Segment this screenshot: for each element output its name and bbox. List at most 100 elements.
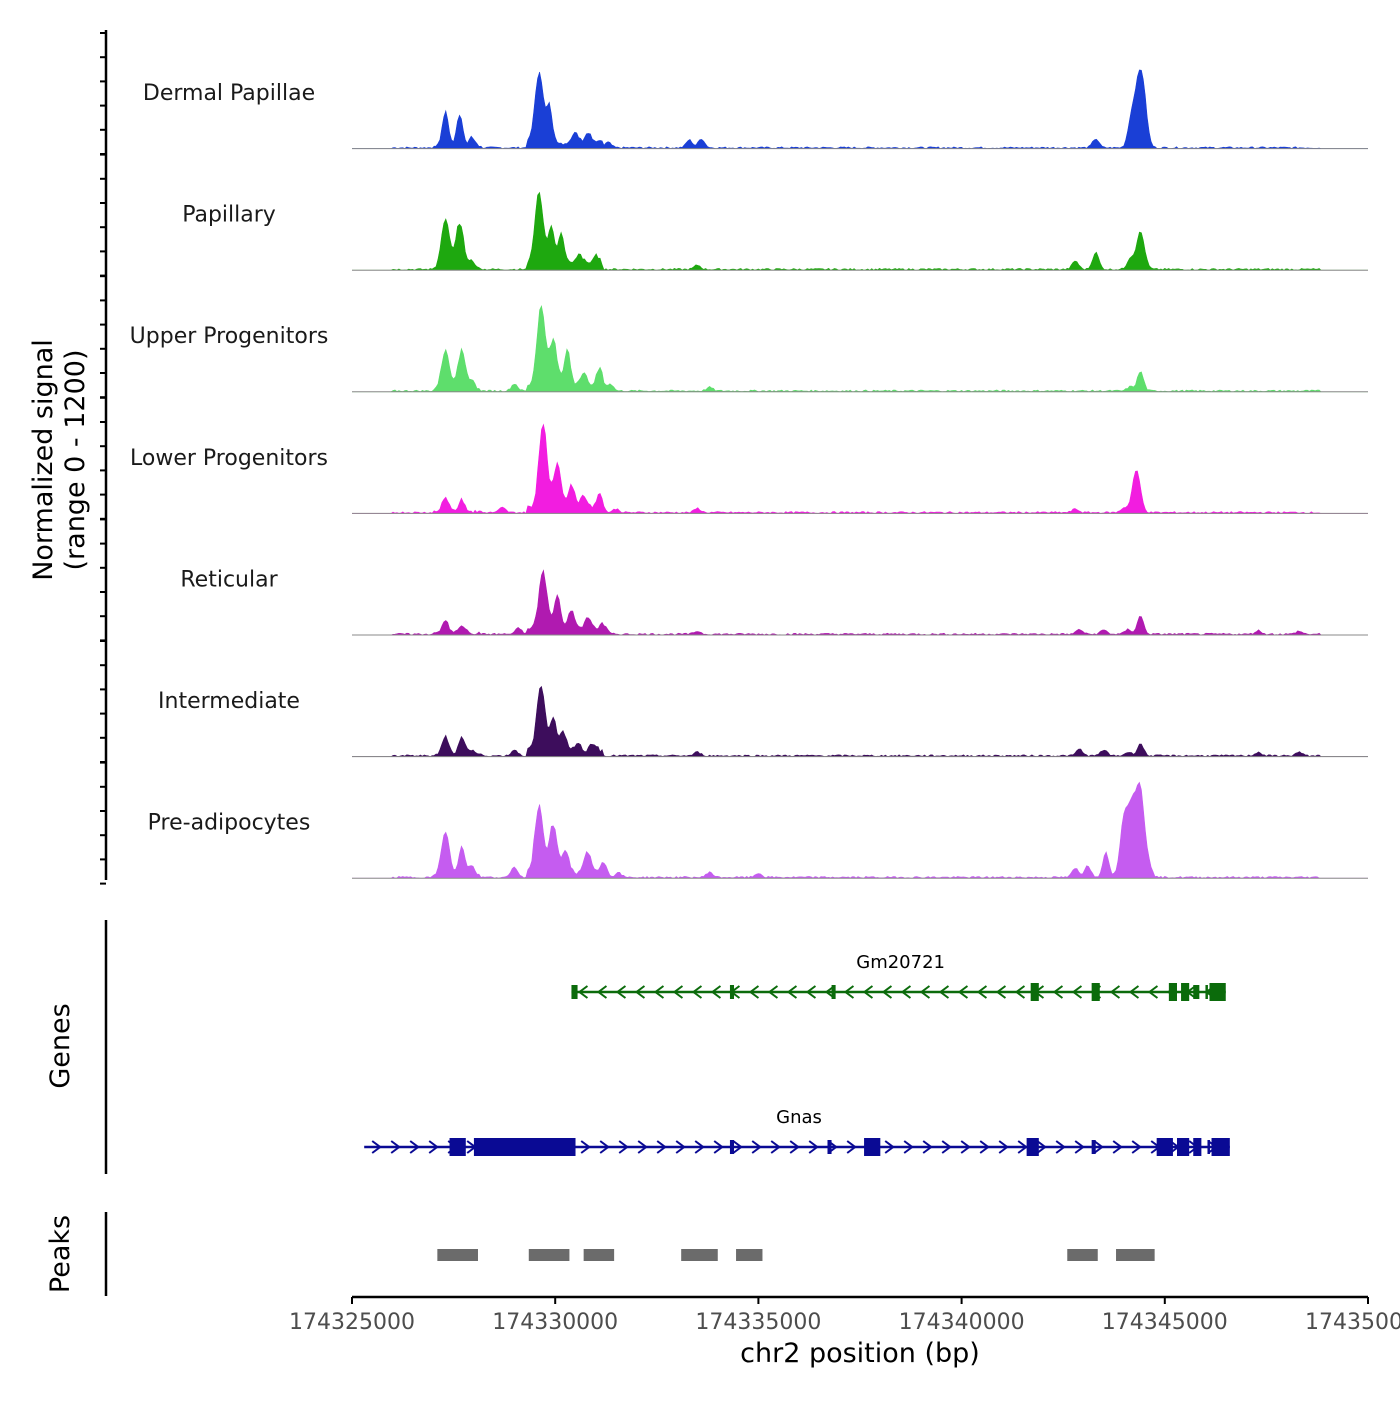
strand-arrow [1128,985,1140,999]
strand-arrow [1052,985,1064,999]
track-label: Upper Progenitors [130,324,329,349]
x-tick-label: 174350000 [1305,1310,1400,1335]
track-label: Pre-adipocytes [148,811,311,836]
gene-exon [1026,1138,1039,1156]
peak-region [681,1249,718,1261]
peaks-track-label: Peaks [45,1215,76,1293]
strand-arrow [843,985,855,999]
track-lower-progenitors: Lower Progenitors [130,423,1368,514]
gene-exon [1207,1140,1210,1154]
peak-region [437,1249,478,1261]
strand-arrow [653,985,665,999]
gene-exon [864,1138,881,1156]
strand-arrow [713,1140,724,1154]
strand-arrow [941,1140,952,1154]
strand-arrow [580,1140,591,1154]
strand-arrow [805,985,817,999]
gene-gm20721: Gm20721 [571,952,1226,1001]
gene-exon [1156,1138,1173,1156]
gene-exon [1205,985,1208,999]
strand-arrow [922,1140,933,1154]
gene-exon [831,985,836,999]
strand-arrow [390,1140,401,1154]
peak-region [528,1249,570,1261]
peaks-track [104,1212,1155,1296]
track-pre-adipocytes: Pre-adipocytes [148,781,1368,879]
y-axis-title: Normalized signal [28,339,59,581]
strand-arrow [770,1140,781,1154]
gene-exon [1211,1138,1230,1156]
coverage-area [352,69,1368,149]
strand-arrow [1112,1140,1123,1154]
x-tick-label: 174335000 [695,1310,821,1335]
peak-region [1116,1249,1155,1261]
strand-arrow [599,1140,610,1154]
coverage-area [352,191,1368,271]
strand-arrow [1093,1140,1104,1154]
coverage-area [352,423,1368,514]
gene-exon [449,1138,466,1156]
gene-exon [729,985,735,999]
gene-label: Gnas [776,1107,822,1128]
signal-y-axis [100,30,108,885]
gene-exon [1091,983,1100,1001]
strand-arrow [710,985,722,999]
x-tick-label: 174325000 [289,1310,415,1335]
strand-arrow [691,985,703,999]
gene-exon [827,1140,832,1154]
y-axis-range: (range 0 - 1200) [60,350,91,571]
gene-exon [1209,983,1226,1001]
strand-arrow [995,985,1007,999]
strand-arrow [615,985,627,999]
strand-arrow [786,985,798,999]
track-dermal-papillae: Dermal Papillae [143,69,1368,150]
strand-arrow [976,985,988,999]
strand-arrow [1074,1140,1085,1154]
gene-exon [729,1140,735,1154]
track-intermediate: Intermediate [158,685,1368,758]
genes-track-label: Genes [45,1003,76,1088]
strand-arrow [694,1140,705,1154]
gene-exon [1176,1138,1190,1156]
strand-arrow [1036,1140,1047,1154]
track-label: Intermediate [158,689,300,714]
peak-region [1067,1249,1098,1261]
strand-arrow [596,985,608,999]
strand-arrow [998,1140,1009,1154]
strand-arrow [900,985,912,999]
gene-exon [1091,1140,1096,1154]
strand-arrow [409,1140,420,1154]
track-papillary: Papillary [182,191,1368,271]
coverage-tracks: Dermal Papillae Papillary Upper Progenitor… [130,69,1368,879]
track-label: Papillary [182,203,276,228]
strand-arrow [577,985,589,999]
strand-arrow [1017,1140,1028,1154]
strand-arrow [1014,985,1026,999]
strand-arrow [1147,985,1159,999]
strand-arrow [957,985,969,999]
coverage-area [352,305,1368,393]
strand-arrow [846,1140,857,1154]
strand-arrow [428,1140,439,1154]
x-axis-title: chr2 position (bp) [740,1338,980,1369]
track-upper-progenitors: Upper Progenitors [130,305,1368,393]
track-label: Lower Progenitors [130,446,328,471]
x-tick-label: 174340000 [899,1310,1025,1335]
strand-arrow [732,1140,743,1154]
track-label: Dermal Papillae [143,81,315,106]
strand-arrow [748,985,760,999]
gene-exon [473,1138,576,1156]
gene-exon [1168,983,1177,1001]
strand-arrow [808,1140,819,1154]
strand-arrow [675,1140,686,1154]
strand-arrow [979,1140,990,1154]
peak-region [583,1249,615,1261]
strand-arrow [751,1140,762,1154]
x-axis: 174325000 174330000 174335000 174340000 1743… [289,1295,1400,1335]
track-reticular: Reticular [180,567,1368,636]
x-tick-label: 174345000 [1102,1310,1228,1335]
coverage-area [352,685,1368,757]
strand-arrow [938,985,950,999]
strand-arrow [634,985,646,999]
